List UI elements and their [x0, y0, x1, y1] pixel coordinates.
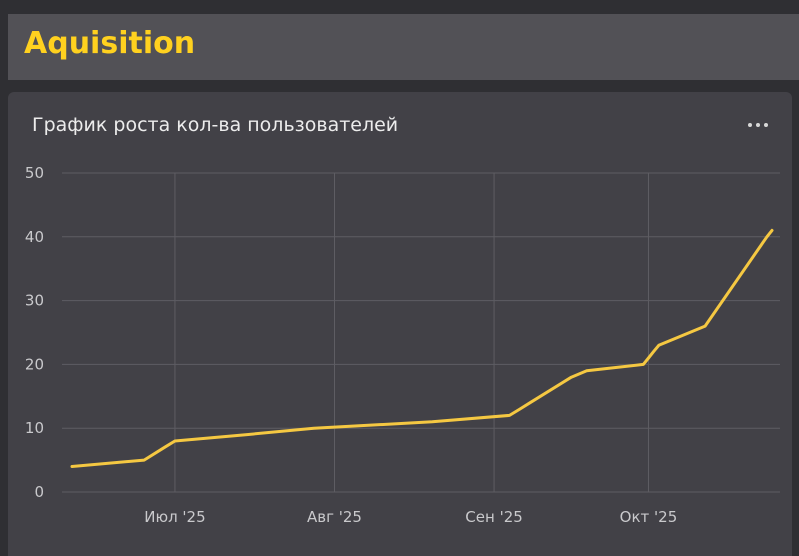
menu-dot	[764, 123, 768, 127]
menu-dot	[756, 123, 760, 127]
chart-title: График роста кол-ва пользователей	[32, 114, 399, 136]
y-tick-label: 10	[25, 419, 44, 437]
page-title: Aquisition	[24, 26, 196, 61]
x-tick-label: Окт '25	[620, 508, 678, 526]
grid-lines	[62, 172, 780, 493]
y-tick-label: 30	[25, 292, 44, 310]
y-tick-label: 0	[34, 483, 44, 501]
y-tick-label: 20	[25, 355, 44, 373]
more-dots-icon[interactable]	[746, 110, 774, 130]
x-tick-label: Авг '25	[307, 508, 362, 526]
dashboard-header: Aquisition	[8, 14, 799, 80]
x-axis-ticks: Июл '25 Авг '25 Сен '25 Окт '25	[144, 508, 677, 526]
y-tick-label: 40	[25, 228, 44, 246]
x-tick-label: Сен '25	[465, 508, 523, 526]
menu-dot	[748, 123, 752, 127]
series-layer	[70, 228, 774, 468]
y-tick-label: 50	[25, 164, 44, 182]
series-line	[70, 228, 774, 468]
x-tick-label: Июл '25	[144, 508, 205, 526]
y-axis-ticks: 0 10 20 30 40 50	[25, 164, 44, 501]
chart-panel: График роста кол-ва пользователей	[8, 92, 792, 556]
